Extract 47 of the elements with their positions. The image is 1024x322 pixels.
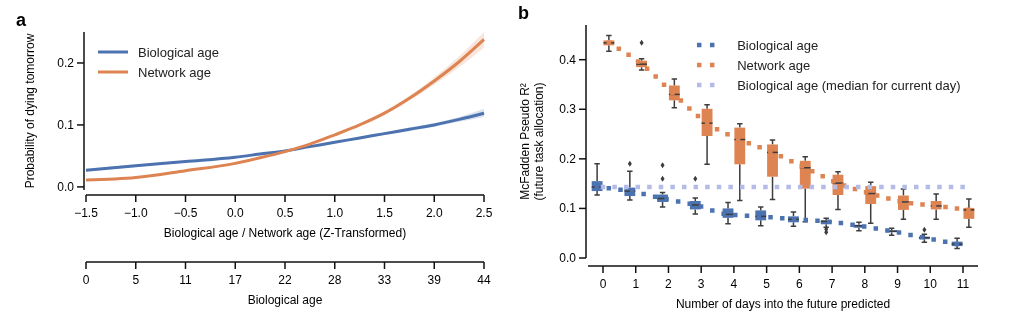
x-tick-label: −0.5 bbox=[173, 206, 198, 220]
x-tick-label: 2 bbox=[665, 277, 673, 291]
x-tick-label: 1 bbox=[632, 277, 640, 291]
legend-label: Biological age bbox=[737, 37, 819, 53]
x-tick-label: 9 bbox=[894, 277, 902, 291]
legend-label: Network age bbox=[138, 64, 211, 80]
x2-tick-label: 17 bbox=[228, 273, 243, 287]
y-axis-title: Probability of dying tomorrow bbox=[23, 33, 37, 189]
x-axis-title: Biological age / Network age (Z-Transformed) bbox=[163, 226, 407, 240]
x-tick-label: −1.0 bbox=[123, 206, 148, 220]
x-tick-label: 4 bbox=[730, 277, 738, 291]
x-tick-label: 0.5 bbox=[276, 206, 294, 220]
legend-label: Biological age (median for current day) bbox=[737, 77, 961, 93]
y-tick-label: 0.0 bbox=[57, 179, 75, 194]
x2-axis-title: Biological age bbox=[247, 293, 323, 307]
x2-tick-label: 33 bbox=[377, 273, 392, 287]
x-tick-label: 5 bbox=[763, 277, 771, 291]
y-axis-title: McFadden Pseudo R² (future task allocation) bbox=[518, 82, 546, 201]
x2-tick-label: 39 bbox=[427, 273, 442, 287]
y-tick-label: 0.1 bbox=[57, 117, 75, 132]
x-tick-label: 6 bbox=[796, 277, 804, 291]
x-tick-label: 1.5 bbox=[376, 206, 394, 220]
x-tick-label: 11 bbox=[956, 277, 970, 291]
x-tick-label: 10 bbox=[923, 277, 938, 291]
x-tick-label: 8 bbox=[861, 277, 869, 291]
x-tick-label: 2.5 bbox=[475, 206, 493, 220]
legend-label: Network age bbox=[737, 57, 811, 73]
y-tick-label: 0.2 bbox=[559, 151, 577, 166]
x-tick-label: 3 bbox=[697, 277, 705, 291]
x2-tick-label: 22 bbox=[278, 273, 292, 287]
x-axis-title: Number of days into the future predicted bbox=[675, 297, 891, 311]
y-tick-label: 0.2 bbox=[57, 55, 75, 70]
y-tick-label: 0.4 bbox=[559, 52, 577, 67]
legend-label: Biological age bbox=[138, 44, 219, 60]
x-tick-label: 7 bbox=[828, 277, 836, 291]
x2-tick-label: 44 bbox=[477, 273, 491, 287]
x-tick-label: 0 bbox=[599, 277, 607, 291]
y-tick-label: 0.3 bbox=[559, 102, 577, 117]
x-tick-label: 1.0 bbox=[326, 206, 344, 220]
x-tick-label: −1.5 bbox=[74, 206, 99, 220]
x-tick-label: 0.0 bbox=[226, 206, 244, 220]
y-tick-label: 0.0 bbox=[559, 251, 577, 265]
x-tick-label: 2.0 bbox=[425, 206, 443, 220]
chart-title: b bbox=[518, 3, 529, 23]
chart-title: a bbox=[16, 10, 27, 30]
x2-tick-label: 28 bbox=[328, 273, 342, 287]
y-tick-label: 0.1 bbox=[559, 201, 577, 216]
